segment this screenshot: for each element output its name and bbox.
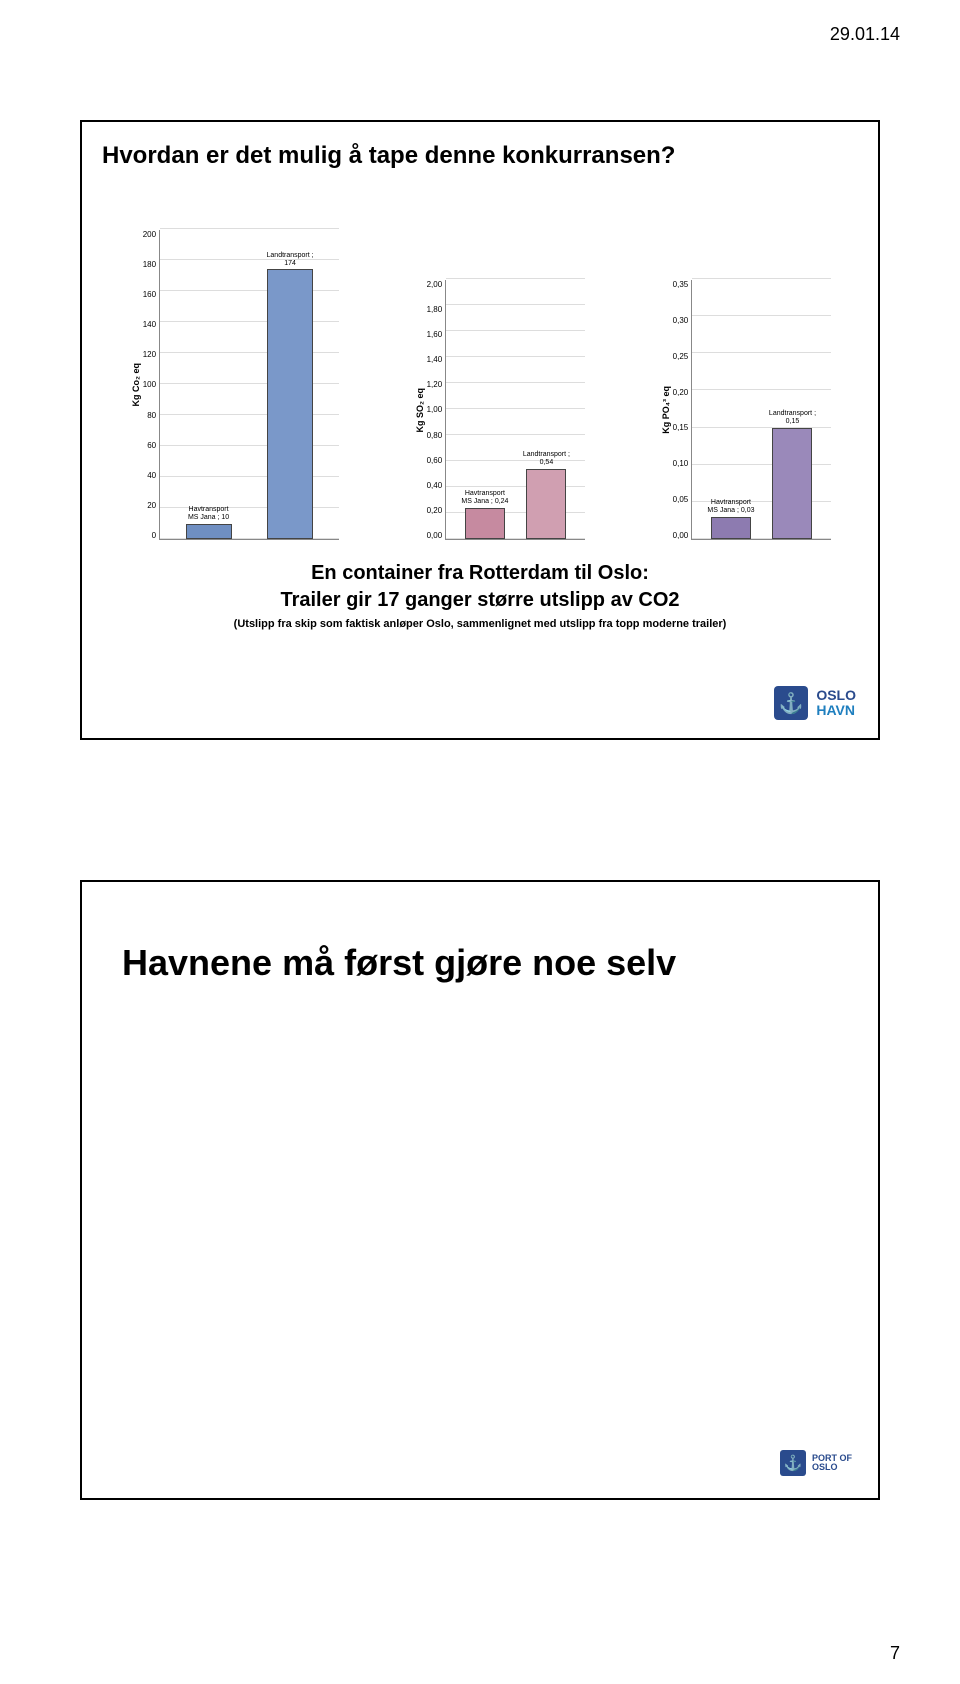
- ytick: 0,60: [427, 456, 443, 465]
- ytick: 1,00: [427, 405, 443, 414]
- bar-label: Landtransport ; 0,15: [769, 410, 816, 425]
- slide2-title: Havnene må først gjøre noe selv: [82, 882, 878, 1044]
- ytick: 0,20: [427, 506, 443, 515]
- bar: [465, 508, 505, 539]
- grid-line: [692, 278, 831, 279]
- ytick: 60: [143, 441, 156, 450]
- bar-chart-1: Kg SO₂ eq 2,00 1,80 1,60 1,40 1,20 1,00 0,80 0,6…: [413, 280, 586, 540]
- ytick: 1,20: [427, 380, 443, 389]
- yaxis-ticks: 2,00 1,80 1,60 1,40 1,20 1,00 0,80 0,60 0,40 0,20…: [427, 280, 446, 540]
- bar: [772, 428, 812, 539]
- bar-label: Havtransport MS Jana ; 0,03: [707, 499, 754, 514]
- page-number: 7: [890, 1643, 900, 1664]
- ytick: 20: [143, 501, 156, 510]
- ytick: 160: [143, 290, 156, 299]
- ytick: 1,80: [427, 305, 443, 314]
- ytick: 2,00: [427, 280, 443, 289]
- small-logo-text: PORT OF OSLO: [812, 1454, 852, 1473]
- ytick: 100: [143, 380, 156, 389]
- grid-line: [160, 228, 339, 229]
- ytick: 0,30: [673, 316, 689, 325]
- bar-wrap: Havtransport MS Jana ; 0,03: [707, 499, 754, 539]
- ytick: 180: [143, 260, 156, 269]
- grid-line: [446, 356, 585, 357]
- ytick: 80: [143, 411, 156, 420]
- ytick: 0,80: [427, 431, 443, 440]
- anchor-icon: ⚓: [780, 1450, 806, 1476]
- ytick: 0,10: [673, 459, 689, 468]
- ytick: 140: [143, 320, 156, 329]
- plot-area: Havtransport MS Jana ; 10 Landtransport ;…: [159, 230, 339, 540]
- bar-wrap: Havtransport MS Jana ; 0,24: [461, 490, 508, 539]
- bar: [186, 524, 232, 540]
- ytick: 0,15: [673, 423, 689, 432]
- slide-2: Havnene må først gjøre noe selv ⚓ PORT O…: [80, 880, 880, 1500]
- ytick: 120: [143, 350, 156, 359]
- ytick: 0,05: [673, 495, 689, 504]
- bar: [526, 469, 566, 539]
- bar-chart-2: Kg PO₄³ eq0,350,300,250,200,150,100,050,…: [659, 280, 832, 540]
- ytick: 40: [143, 471, 156, 480]
- bar-label: Havtransport MS Jana ; 10: [188, 506, 229, 521]
- date-header: 29.01.14: [830, 24, 900, 45]
- ytick: 1,60: [427, 330, 443, 339]
- bar-label: Havtransport MS Jana ; 0,24: [461, 490, 508, 505]
- grid-line: [446, 434, 585, 435]
- ytick: 0,20: [673, 388, 689, 397]
- ytick: 0,00: [673, 531, 689, 540]
- plot-area: Havtransport MS Jana ; 0,03 Landtransport…: [691, 280, 831, 540]
- plot-area: Havtransport MS Jana ; 0,24 Landtransport…: [445, 280, 585, 540]
- logo-bottom: OSLO: [812, 1463, 852, 1472]
- logo-top: OSLO: [816, 688, 856, 703]
- bar-wrap: Landtransport ; 174: [267, 252, 314, 539]
- anchor-icon: ⚓: [774, 686, 808, 720]
- grid-line: [692, 389, 831, 390]
- port-of-oslo-logo: ⚓ PORT OF OSLO: [780, 1450, 852, 1476]
- caption-line2: Trailer gir 17 ganger større utslipp av …: [82, 587, 878, 614]
- bar-wrap: Landtransport ; 0,15: [769, 410, 816, 539]
- grid-line: [692, 315, 831, 316]
- grid-line: [446, 304, 585, 305]
- caption-line1: En container fra Rotterdam til Oslo:: [82, 560, 878, 587]
- ytick: 1,40: [427, 355, 443, 364]
- grid-line: [446, 382, 585, 383]
- bar-chart-0: Kg Co₂ eq200180160140120100806040200Havt…: [129, 230, 339, 540]
- bar: [711, 517, 751, 539]
- caption-sub: (Utslipp fra skip som faktisk anløper Os…: [82, 618, 878, 630]
- oslo-havn-logo: ⚓ OSLO HAVN: [774, 686, 856, 720]
- yaxis-label: Kg Co₂ eq: [129, 363, 143, 407]
- ytick: 0: [143, 531, 156, 540]
- yaxis-label: Kg PO₄³ eq: [659, 386, 673, 434]
- ytick: 200: [143, 230, 156, 239]
- yaxis-label: Kg SO₂ eq: [413, 388, 427, 433]
- ytick: 0,40: [427, 481, 443, 490]
- bar-wrap: Landtransport ; 0,54: [523, 451, 570, 539]
- yaxis-ticks: 0,35 0,30 0,25 0,20 0,15 0,10 0,05 0,00: [673, 280, 692, 540]
- slide1-title: Hvordan er det mulig å tape denne konkur…: [82, 122, 878, 180]
- bar: [267, 269, 313, 539]
- logo-text: OSLO HAVN: [816, 688, 856, 717]
- grid-line: [692, 352, 831, 353]
- grid-line: [446, 278, 585, 279]
- slide-1: Hvordan er det mulig å tape denne konkur…: [80, 120, 880, 740]
- caption-block: En container fra Rotterdam til Oslo: Tra…: [82, 560, 878, 630]
- bar-wrap: Havtransport MS Jana ; 10: [186, 506, 232, 539]
- logo-bottom: HAVN: [816, 703, 856, 718]
- yaxis-ticks: 200180160140120100806040200: [143, 230, 159, 540]
- ytick: 0,00: [427, 531, 443, 540]
- grid-line: [446, 330, 585, 331]
- charts-row: Kg Co₂ eq200180160140120100806040200Havt…: [82, 180, 878, 540]
- grid-line: [446, 408, 585, 409]
- bar-label: Landtransport ; 0,54: [523, 451, 570, 466]
- ytick: 0,35: [673, 280, 689, 289]
- ytick: 0,25: [673, 352, 689, 361]
- bar-label: Landtransport ; 174: [267, 252, 314, 267]
